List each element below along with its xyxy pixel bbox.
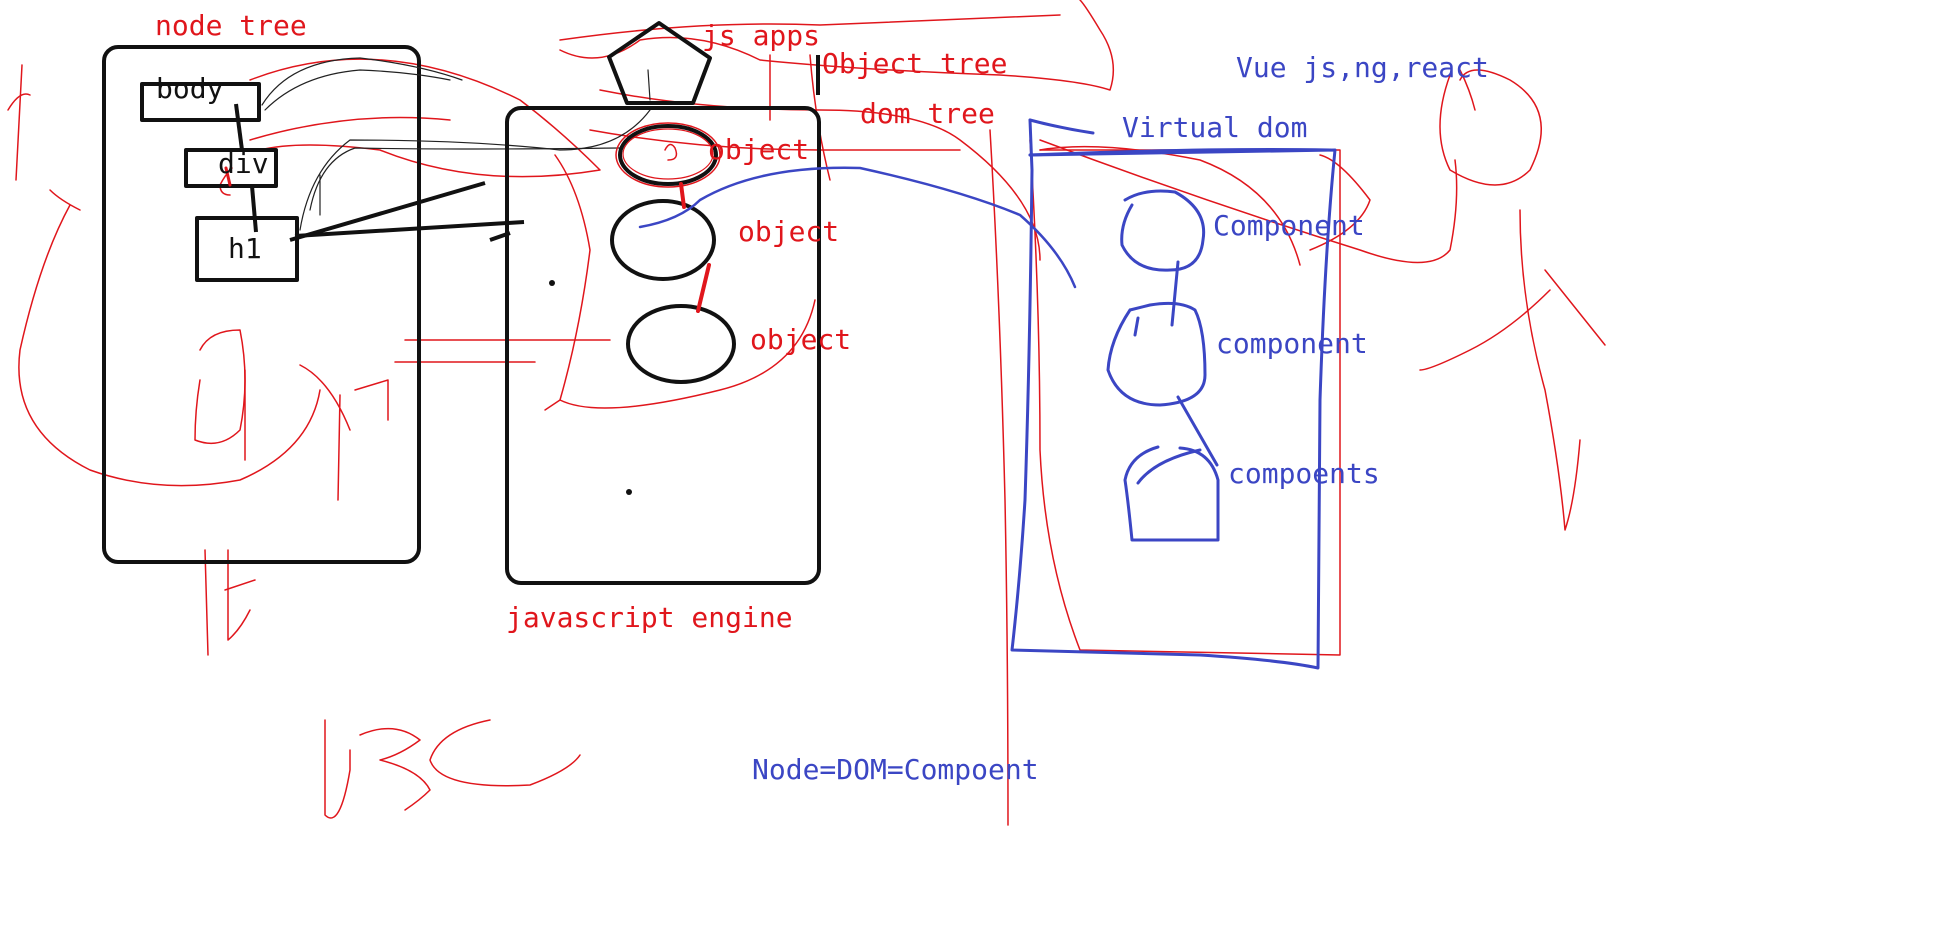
object-tree-label: Object tree (822, 47, 1008, 80)
object-links (224, 122, 721, 313)
body-node-box (140, 82, 261, 122)
component-shape-2 (1106, 301, 1207, 407)
js-apps-label: js apps (702, 19, 821, 52)
component-label-2: component (1216, 327, 1368, 360)
component-label-1: Component (1213, 209, 1365, 242)
component-link-2 (1176, 395, 1219, 467)
h1-link-line-2 (294, 220, 525, 238)
h1-node-box (195, 216, 299, 282)
object-label-1: object (708, 133, 810, 166)
js-apps-pentagon-icon (607, 21, 712, 105)
engine-dot-2 (626, 489, 632, 495)
object-ellipse-3 (626, 304, 736, 384)
red-scribbles (7, 0, 1606, 826)
component-link-1 (1170, 260, 1180, 327)
frameworks-label: Vue js,ng,react (1236, 51, 1489, 84)
component-shape-1 (1120, 189, 1206, 272)
body-div-edge (234, 103, 244, 151)
body-node-label: body (156, 72, 224, 105)
node-tree-title: node tree (155, 9, 307, 42)
virtual-dom-box (1010, 118, 1337, 670)
h1-node-label: h1 (228, 232, 262, 265)
div-node-label: div (218, 147, 269, 180)
object-label-3: object (750, 323, 852, 356)
div-h1-edge (250, 185, 258, 233)
dom-tree-label: dom tree (860, 97, 995, 130)
object-ellipse-1 (618, 124, 718, 186)
virtual-dom-title: Virtual dom (1122, 111, 1308, 144)
object-ellipse-2 (610, 199, 716, 281)
engine-dot-1 (549, 280, 555, 286)
component-label-3: compoents (1228, 457, 1380, 490)
formula-label: Node=DOM=Compoent (752, 753, 1039, 786)
component-shape-3 (1123, 445, 1220, 542)
object-label-2: object (738, 215, 840, 248)
javascript-engine-label: javascript engine (506, 601, 793, 634)
black-scribbles (261, 57, 651, 231)
javascript-engine-box (505, 55, 821, 585)
h1-link-line-1 (289, 181, 486, 242)
virtual-dom-arc (638, 166, 1077, 289)
